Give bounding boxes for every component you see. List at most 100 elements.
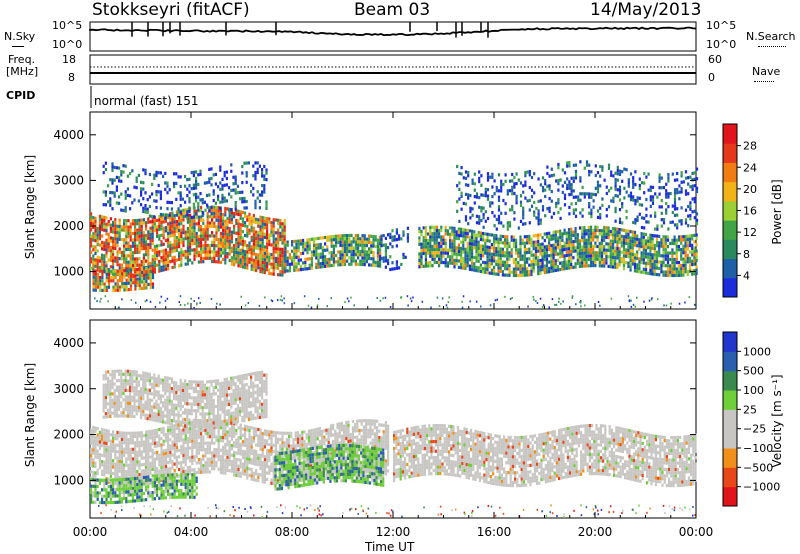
data-cell: [550, 199, 553, 203]
data-cell: [508, 267, 511, 271]
data-cell: [158, 434, 161, 438]
speckle-cell: [353, 304, 355, 307]
data-cell: [167, 267, 170, 271]
speckle-cell: [187, 302, 189, 305]
data-cell: [134, 454, 137, 458]
data-cell: [111, 207, 114, 211]
data-cell: [467, 174, 470, 178]
data-cell: [99, 288, 102, 292]
data-cell: [566, 186, 569, 191]
data-cell: [519, 254, 522, 258]
data-cell: [195, 180, 198, 184]
data-cell: [222, 232, 225, 236]
data-cell: [402, 233, 405, 237]
data-cell: [197, 429, 200, 433]
data-cell: [178, 435, 181, 440]
data-cell: [257, 224, 260, 228]
data-cell: [406, 236, 409, 240]
data-cell: [197, 228, 200, 232]
data-cell: [343, 253, 346, 257]
data-cell: [230, 195, 233, 199]
data-cell: [140, 237, 143, 241]
data-cell: [219, 231, 222, 236]
data-cell: [104, 161, 107, 165]
data-cell: [101, 434, 104, 438]
data-cell: [140, 472, 143, 476]
data-cell: [460, 262, 463, 267]
data-cell: [288, 253, 291, 257]
data-cell: [123, 251, 126, 255]
data-cell: [572, 246, 575, 250]
data-cell: [237, 254, 240, 258]
data-cell: [127, 275, 130, 279]
data-cell: [379, 264, 382, 268]
data-cell: [175, 213, 178, 217]
data-cell: [182, 438, 185, 442]
data-cell: [490, 252, 493, 256]
data-cell: [193, 219, 196, 223]
data-cell: [212, 192, 215, 196]
data-cell: [570, 262, 573, 266]
data-cell: [684, 247, 687, 251]
data-cell: [112, 224, 115, 228]
data-cell: [541, 176, 545, 180]
data-cell: [404, 255, 407, 259]
data-cell: [204, 451, 207, 455]
data-cell: [644, 264, 648, 269]
data-cell: [596, 244, 599, 249]
data-cell: [519, 245, 522, 249]
data-cell: [589, 254, 593, 258]
data-cell: [156, 247, 159, 251]
data-cell: [605, 226, 608, 230]
data-cell: [583, 264, 586, 268]
data-cell: [490, 271, 493, 275]
data-cell: [359, 243, 362, 247]
data-cell: [462, 201, 465, 205]
data-cell: [184, 249, 187, 253]
data-cell: [127, 225, 130, 229]
data-cell: [433, 257, 436, 261]
data-cell: [225, 183, 228, 187]
data-cell: [180, 467, 183, 471]
data-cell: [197, 254, 200, 258]
data-cell: [574, 249, 577, 253]
data-cell: [680, 187, 683, 191]
data-cell: [537, 177, 540, 181]
data-cell: [466, 235, 469, 239]
data-cell: [217, 197, 220, 202]
data-cell: [248, 260, 251, 264]
data-cell: [160, 249, 163, 253]
data-cell: [241, 181, 244, 185]
speckle-cell: [630, 299, 632, 302]
speckle-cell: [350, 296, 352, 299]
data-cell: [215, 209, 218, 213]
data-cell: [243, 206, 246, 210]
data-cell: [129, 470, 132, 474]
data-cell: [136, 450, 139, 454]
data-cell: [158, 221, 161, 225]
data-cell: [526, 235, 529, 239]
data-cell: [169, 444, 172, 448]
data-cell: [587, 251, 590, 255]
data-cell: [144, 204, 147, 208]
data-cell: [272, 266, 275, 270]
data-cell: [105, 272, 108, 277]
data-cell: [283, 238, 286, 242]
speckle-cell: [610, 297, 613, 300]
data-cell: [633, 262, 637, 266]
data-cell: [180, 429, 183, 433]
data-cell: [197, 208, 200, 212]
data-cell: [653, 272, 656, 276]
data-cell: [627, 261, 630, 265]
data-cell: [543, 264, 546, 268]
data-cell: [186, 178, 189, 182]
data-cell: [594, 232, 597, 236]
data-cell: [193, 439, 196, 443]
data-cell: [105, 229, 108, 233]
data-cell: [114, 449, 117, 453]
data-cell: [631, 246, 634, 250]
data-cell: [568, 180, 571, 184]
data-cell: [140, 234, 143, 238]
data-cell: [629, 255, 632, 259]
data-cell: [493, 256, 496, 260]
